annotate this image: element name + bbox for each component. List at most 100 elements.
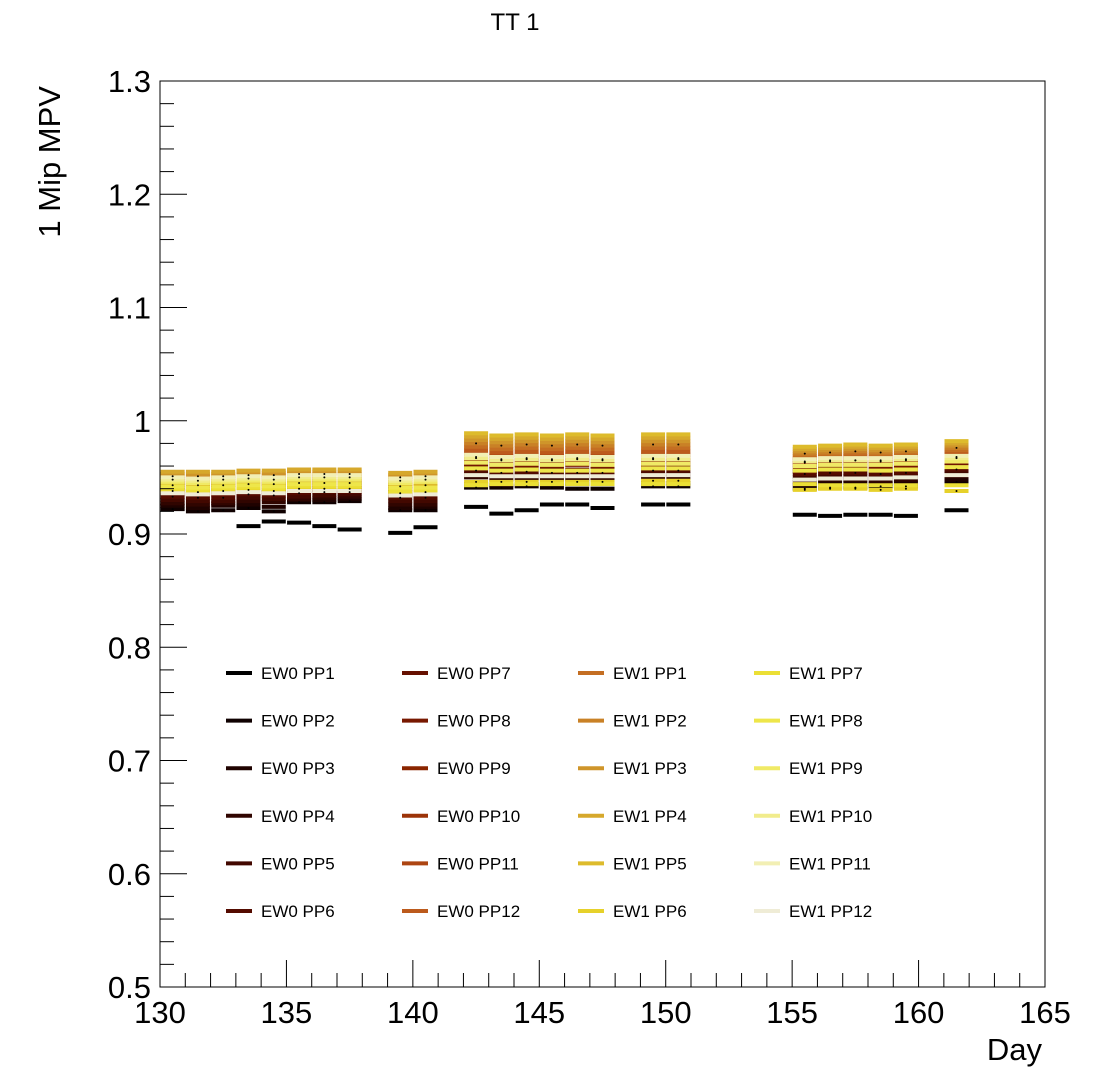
data-point-dot — [298, 476, 301, 479]
data-point-dot — [171, 475, 174, 478]
data-point-dot — [904, 450, 907, 453]
legend-label: EW0 PP10 — [437, 807, 520, 826]
data-point-dot — [348, 472, 351, 475]
data-point-dot — [323, 472, 326, 475]
data-point-dot — [475, 480, 478, 483]
data-point-dot — [348, 476, 351, 479]
data-point-dot — [222, 475, 225, 478]
plot-frame — [159, 80, 1046, 988]
data-point-dot — [348, 482, 351, 485]
data-point-dot — [348, 500, 351, 503]
legend-label: EW1 PP7 — [789, 664, 863, 683]
x-tick-label: 160 — [893, 995, 945, 1030]
data-point-dot — [399, 479, 402, 482]
x-tick-label: 165 — [1019, 995, 1071, 1030]
data-point-dot — [272, 483, 275, 486]
data-point-dot — [525, 458, 528, 461]
data-point-dot — [576, 458, 579, 461]
data-point-dot — [955, 446, 958, 449]
data-point-dot — [829, 487, 832, 490]
data-point-dot — [323, 501, 326, 504]
y-tick-label: 1.3 — [108, 64, 151, 99]
data-point-dot — [652, 479, 655, 482]
legend-label: EW0 PP11 — [437, 854, 519, 873]
data-point-dot — [576, 471, 579, 474]
legend-label: EW1 PP2 — [613, 712, 687, 731]
data-point-dot — [323, 482, 326, 485]
data-point-dot — [904, 487, 907, 490]
data-point-dot — [247, 493, 250, 496]
data-point-dot — [550, 480, 553, 483]
data-point-dot — [500, 486, 503, 489]
data-point-dot — [601, 444, 604, 447]
x-tick-label: 155 — [766, 995, 818, 1030]
data-point-dot — [196, 475, 199, 478]
legend-label: EW1 PP11 — [789, 854, 871, 873]
data-point-dot — [550, 471, 553, 474]
data-point-dot — [399, 492, 402, 495]
data-point-dot — [222, 489, 225, 492]
data-point-dot — [601, 459, 604, 462]
legend-label: EW1 PP5 — [613, 854, 687, 873]
data-point-dot — [576, 443, 579, 446]
legend-label: EW0 PP6 — [261, 902, 335, 921]
legend-label: EW0 PP5 — [261, 854, 335, 873]
data-point-dot — [829, 471, 832, 474]
x-axis-title: Day — [987, 1032, 1043, 1067]
data-point-dot — [550, 486, 553, 489]
data-point-dot — [829, 459, 832, 462]
data-point-dot — [829, 451, 832, 454]
data-point-dot — [424, 496, 427, 499]
data-point-dot — [272, 489, 275, 492]
data-point-dot — [196, 491, 199, 494]
data-point-dot — [652, 443, 655, 446]
y-axis: 0.5 0.6 0.7 0.8 0.9 1 1.1 1.2 1.3 — [108, 64, 187, 1005]
x-tick-label: 150 — [640, 995, 692, 1030]
legend-label: EW0 PP3 — [261, 759, 335, 778]
legend-label: EW0 PP9 — [437, 759, 511, 778]
data-point-dot — [475, 486, 478, 489]
data-point-dot — [500, 480, 503, 483]
legend-label: EW1 PP6 — [613, 902, 687, 921]
data-point-dot — [247, 474, 250, 477]
data-point-dot — [904, 485, 907, 488]
data-point-dot — [222, 509, 225, 512]
legend-label: EW1 PP9 — [789, 759, 863, 778]
data-point-dot — [677, 479, 680, 482]
legend-label: EW1 PP4 — [613, 807, 687, 826]
data-point-dot — [879, 488, 882, 491]
x-tick-label: 140 — [387, 995, 439, 1030]
data-point-dot — [348, 487, 351, 490]
x-axis: 130 135 140 145 150 155 160 165 — [134, 960, 1071, 1030]
legend-label: EW0 PP1 — [261, 664, 335, 683]
data-point-dot — [272, 474, 275, 477]
data-point-dot — [298, 482, 301, 485]
data-point-dot — [348, 491, 351, 494]
data-point-dot — [424, 475, 427, 478]
data-point-dot — [247, 483, 250, 486]
data-point-dot — [576, 487, 579, 490]
data-point-dot — [879, 459, 882, 462]
legend-label: EW1 PP3 — [613, 759, 687, 778]
data-point-dot — [424, 509, 427, 512]
data-point-dot — [247, 506, 250, 509]
data-point-dot — [677, 458, 680, 461]
data-point-dot — [196, 496, 199, 499]
data-point-dot — [272, 494, 275, 497]
data-point-dot — [525, 485, 528, 488]
legend-label: EW1 PP12 — [789, 902, 872, 921]
data-point-dot — [803, 460, 806, 463]
legend-label: EW0 PP2 — [261, 712, 335, 731]
data-point-dot — [475, 442, 478, 445]
legend-label: EW0 PP8 — [437, 712, 511, 731]
data-point-dot — [854, 487, 857, 490]
data-point-dot — [879, 485, 882, 488]
data-point-dot — [399, 496, 402, 499]
data-point-dot — [424, 478, 427, 481]
data-point-dot — [222, 478, 225, 481]
legend-label: EW0 PP12 — [437, 902, 520, 921]
data-point-dot — [196, 510, 199, 513]
data-point-dot — [323, 476, 326, 479]
y-tick-label: 0.9 — [108, 517, 151, 552]
